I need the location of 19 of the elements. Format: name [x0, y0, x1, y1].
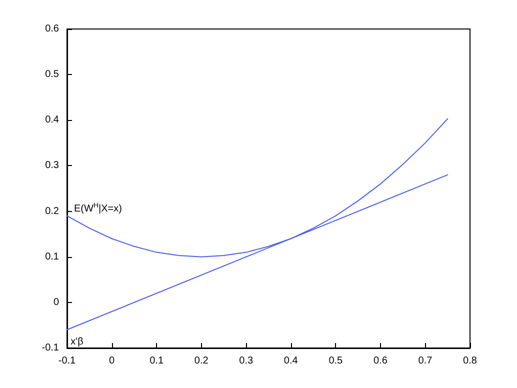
x-tick-label: 0.4 [284, 356, 298, 366]
y-tick-label: 0.5 [45, 69, 60, 80]
x-tick-label: -0.1 [58, 356, 76, 366]
x-tick-label: 0.1 [150, 356, 164, 366]
y-tick-label: 0.1 [45, 251, 60, 262]
y-tick-label: 0.4 [45, 114, 60, 126]
y-tick-label: 0 [53, 296, 60, 308]
y-tick-label: 0.6 [45, 24, 60, 34]
x-tick-label: 0.5 [328, 356, 344, 366]
y-tick-label: 0.3 [45, 160, 60, 172]
x-tick-label: 0.3 [239, 356, 254, 366]
y-tick-label: -0.1 [42, 342, 60, 354]
series-label: x'β [70, 336, 84, 348]
x-tick-label: 0.8 [463, 356, 478, 366]
x-tick-label: 0 [108, 356, 115, 366]
x-tick-label: 0.2 [194, 356, 209, 366]
x-tick-label: 0.6 [373, 356, 388, 366]
x-tick-label: 0.7 [418, 356, 433, 366]
y-tick-label: 0.2 [45, 206, 60, 217]
